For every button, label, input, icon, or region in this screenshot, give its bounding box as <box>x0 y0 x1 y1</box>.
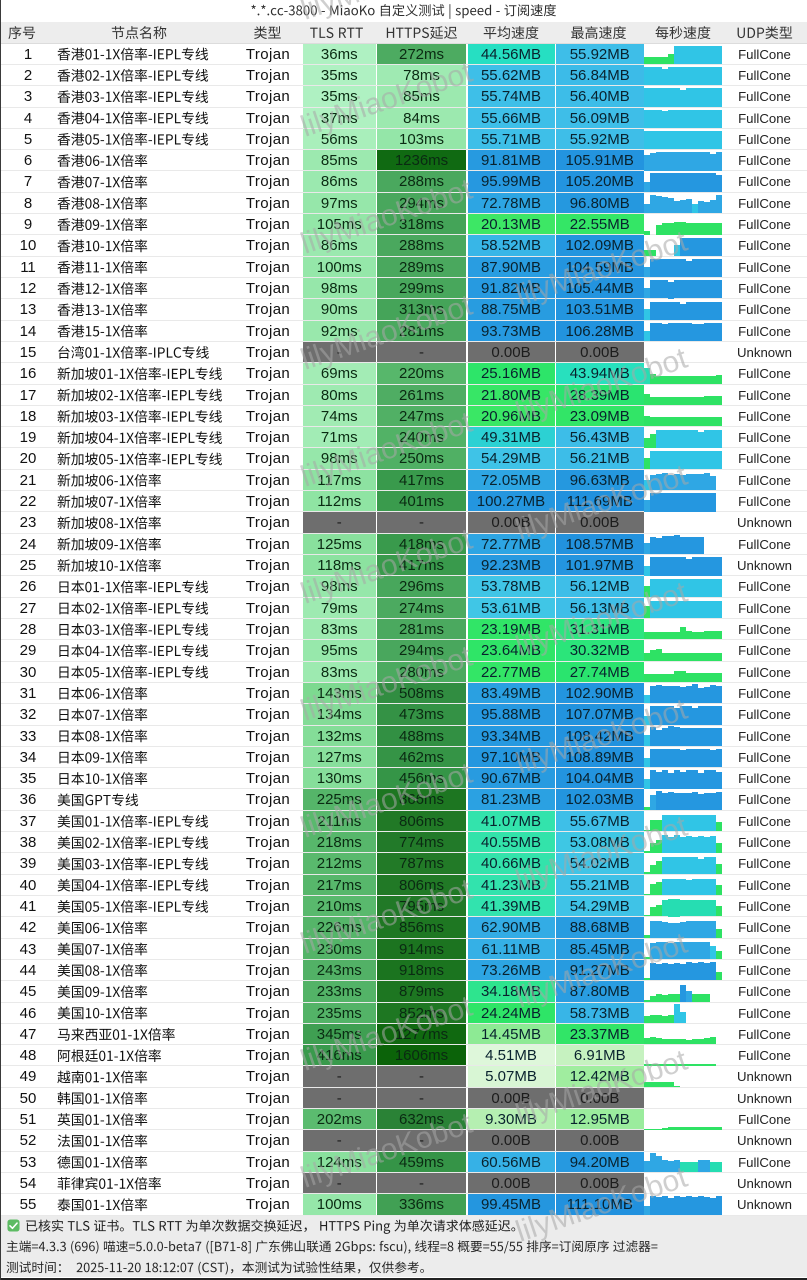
svg-text:lilyMiaoKobot: lilyMiaoKobot <box>297 990 477 1078</box>
svg-text:lilyMiaoKobot: lilyMiaoKobot <box>512 576 692 664</box>
svg-text:lilyMiaoKobot: lilyMiaoKobot <box>297 289 477 377</box>
svg-text:lilyMiaoKobot: lilyMiaoKobot <box>297 1107 477 1195</box>
svg-text:lilyMiaoKobot: lilyMiaoKobot <box>297 873 477 961</box>
svg-text:lilyMiaoKobot: lilyMiaoKobot <box>512 1161 692 1249</box>
svg-text:lilyMiaoKobot: lilyMiaoKobot <box>297 640 477 728</box>
svg-text:lilyMiaoKobot: lilyMiaoKobot <box>512 810 692 898</box>
svg-text:lilyMiaoKobot: lilyMiaoKobot <box>512 225 692 313</box>
svg-text:lilyMiaoKobot: lilyMiaoKobot <box>297 523 477 611</box>
svg-text:lilyMiaoKobot: lilyMiaoKobot <box>297 173 477 261</box>
svg-text:lilyMiaoKobot: lilyMiaoKobot <box>512 693 692 781</box>
svg-text:lilyMiaoKobot: lilyMiaoKobot <box>297 406 477 494</box>
svg-text:lilyMiaoKobot: lilyMiaoKobot <box>297 0 477 27</box>
svg-text:lilyMiaoKobot: lilyMiaoKobot <box>297 56 477 144</box>
svg-text:lilyMiaoKobot: lilyMiaoKobot <box>512 459 692 547</box>
svg-text:lilyMiaoKobot: lilyMiaoKobot <box>512 927 692 1015</box>
svg-text:lilyMiaoKobot: lilyMiaoKobot <box>297 757 477 845</box>
svg-text:lilyMiaoKobot: lilyMiaoKobot <box>512 342 692 430</box>
svg-text:lilyMiaoKobot: lilyMiaoKobot <box>512 1044 692 1132</box>
